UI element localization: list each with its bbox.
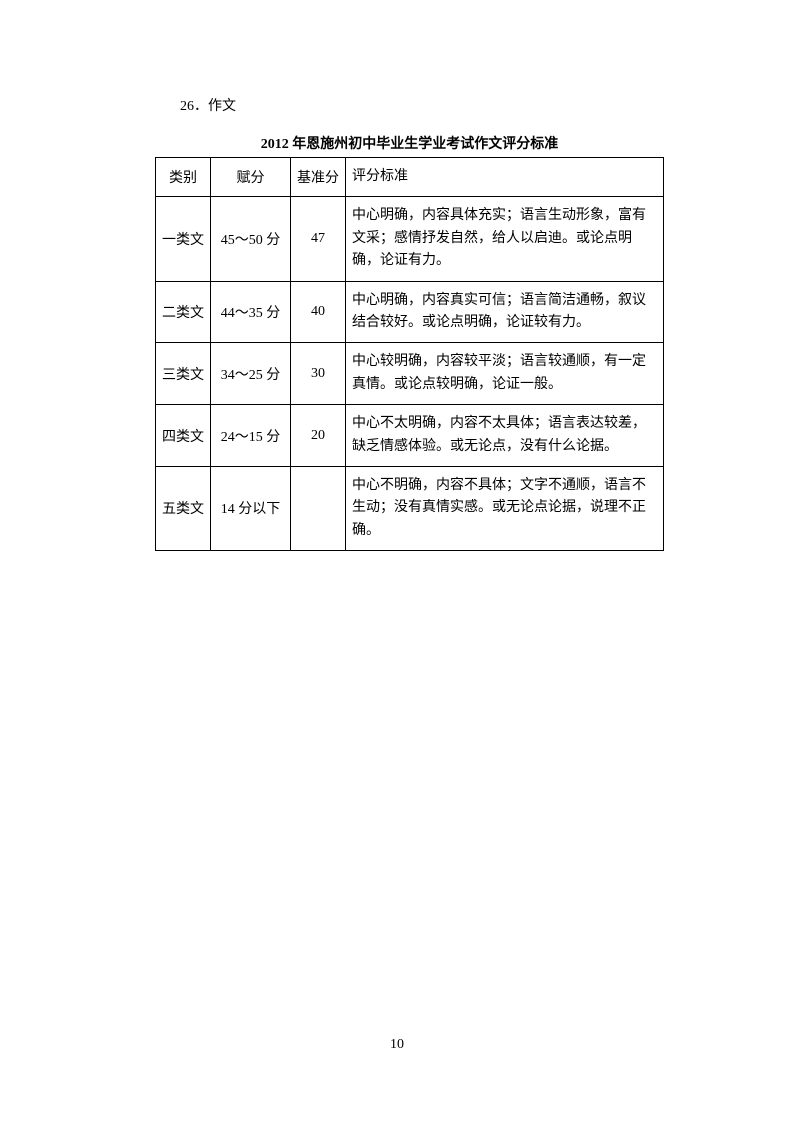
- cell-score-range: 24～15 分: [211, 405, 291, 467]
- cell-category: 一类文: [156, 197, 211, 281]
- cell-category: 三类文: [156, 343, 211, 405]
- header-score-range: 赋分: [211, 158, 291, 197]
- cell-criteria: 中心明确，内容真实可信；语言简洁通畅，叙议结合较好。或论点明确，论证较有力。: [346, 281, 664, 343]
- cell-score-range: 14 分以下: [211, 466, 291, 550]
- table-title: 2012 年恩施州初中毕业生学业考试作文评分标准: [155, 133, 664, 153]
- cell-score-range: 44～35 分: [211, 281, 291, 343]
- cell-criteria: 中心不太明确，内容不太具体；语言表达较差，缺乏情感体验。或无论点，没有什么论据。: [346, 405, 664, 467]
- cell-category: 二类文: [156, 281, 211, 343]
- cell-base-score: [291, 466, 346, 550]
- cell-category: 四类文: [156, 405, 211, 467]
- scoring-table: 类别 赋分 基准分 评分标准 一类文 45～50 分 47 中心明确，内容具体充…: [155, 157, 664, 551]
- cell-base-score: 40: [291, 281, 346, 343]
- table-row: 五类文 14 分以下 中心不明确，内容不具体；文字不通顺，语言不生动；没有真情实…: [156, 466, 664, 550]
- table-row: 一类文 45～50 分 47 中心明确，内容具体充实；语言生动形象，富有文采；感…: [156, 197, 664, 281]
- header-category: 类别: [156, 158, 211, 197]
- page-number: 10: [0, 1037, 794, 1053]
- table-row: 二类文 44～35 分 40 中心明确，内容真实可信；语言简洁通畅，叙议结合较好…: [156, 281, 664, 343]
- section-heading: 26．作文: [180, 95, 664, 115]
- cell-score-range: 45～50 分: [211, 197, 291, 281]
- header-row: 类别 赋分 基准分 评分标准: [156, 158, 664, 197]
- cell-base-score: 30: [291, 343, 346, 405]
- cell-score-range: 34～25 分: [211, 343, 291, 405]
- cell-category: 五类文: [156, 466, 211, 550]
- cell-criteria: 中心明确，内容具体充实；语言生动形象，富有文采；感情抒发自然，给人以启迪。或论点…: [346, 197, 664, 281]
- table-row: 四类文 24～15 分 20 中心不太明确，内容不太具体；语言表达较差，缺乏情感…: [156, 405, 664, 467]
- cell-base-score: 47: [291, 197, 346, 281]
- table-row: 三类文 34～25 分 30 中心较明确，内容较平淡；语言较通顺，有一定真情。或…: [156, 343, 664, 405]
- header-base-score: 基准分: [291, 158, 346, 197]
- cell-base-score: 20: [291, 405, 346, 467]
- cell-criteria: 中心不明确，内容不具体；文字不通顺，语言不生动；没有真情实感。或无论点论据，说理…: [346, 466, 664, 550]
- header-criteria: 评分标准: [346, 158, 664, 197]
- cell-criteria: 中心较明确，内容较平淡；语言较通顺，有一定真情。或论点较明确，论证一般。: [346, 343, 664, 405]
